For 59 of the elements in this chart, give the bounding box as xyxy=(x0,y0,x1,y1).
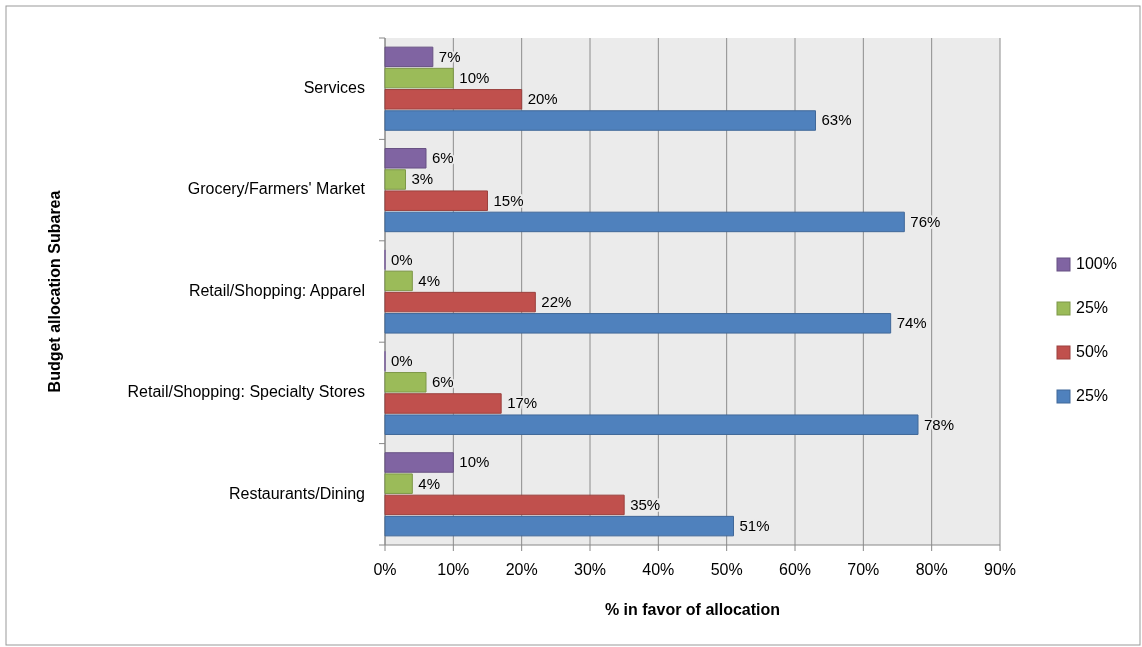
bar xyxy=(384,473,413,494)
x-tick-label: 30% xyxy=(573,561,607,578)
data-label: 15% xyxy=(493,191,524,209)
bar xyxy=(384,313,892,334)
bar xyxy=(384,414,919,435)
bar xyxy=(384,148,427,169)
bar xyxy=(384,89,523,110)
bar xyxy=(384,190,488,211)
bar xyxy=(384,494,625,516)
y-axis-title: Budget allocation Subarea xyxy=(46,190,63,393)
data-label: 0% xyxy=(391,250,413,268)
bar xyxy=(384,372,427,393)
data-label: 7% xyxy=(438,47,461,65)
data-label: 35% xyxy=(630,495,661,513)
x-tick-label: 0% xyxy=(373,561,397,578)
data-label: 10% xyxy=(459,69,490,87)
y-tick-label: Grocery/Farmers' Market xyxy=(187,180,366,198)
y-tick-label: Retail/Shopping: Specialty Stores xyxy=(127,383,365,401)
x-tick-label: 10% xyxy=(437,561,470,578)
bar xyxy=(384,67,454,89)
data-label: 74% xyxy=(896,314,927,332)
legend-label: 50% xyxy=(1076,343,1109,361)
x-tick-label: 70% xyxy=(847,561,880,578)
bar xyxy=(384,110,816,131)
data-label: 63% xyxy=(821,111,852,129)
data-label: 51% xyxy=(739,517,770,535)
x-tick-label: 20% xyxy=(505,561,538,578)
bar xyxy=(384,393,502,414)
legend-label: 25% xyxy=(1076,387,1109,405)
bar xyxy=(384,46,434,68)
data-label: 22% xyxy=(541,293,572,311)
data-label: 4% xyxy=(418,474,441,492)
y-tick-label: Services xyxy=(303,78,365,96)
x-tick-label: 60% xyxy=(778,561,812,578)
bar xyxy=(384,169,406,190)
bar xyxy=(384,270,413,292)
data-label: 76% xyxy=(910,212,941,230)
x-axis-title: % in favor of allocation xyxy=(604,601,781,618)
y-tick-label: Retail/Shopping: Apparel xyxy=(188,281,365,299)
bar xyxy=(384,515,734,537)
data-label: 10% xyxy=(459,453,490,471)
x-tick-label: 40% xyxy=(642,561,675,578)
x-tick-label: 90% xyxy=(983,561,1017,578)
data-label: 78% xyxy=(924,415,955,433)
legend-label: 25% xyxy=(1076,299,1109,317)
data-label: 0% xyxy=(391,352,413,370)
y-tick-label: Restaurants/Dining xyxy=(228,484,365,502)
data-label: 6% xyxy=(432,149,454,167)
legend-label: 100% xyxy=(1076,255,1117,273)
x-tick-label: 80% xyxy=(915,561,948,578)
bar xyxy=(384,452,454,473)
bar xyxy=(384,211,905,233)
data-label: 4% xyxy=(418,271,441,289)
bar xyxy=(384,291,536,313)
data-label: 3% xyxy=(411,170,434,188)
data-label: 6% xyxy=(432,373,454,391)
data-label: 20% xyxy=(527,90,558,108)
data-label: 17% xyxy=(507,394,538,412)
x-tick-label: 50% xyxy=(710,561,743,578)
